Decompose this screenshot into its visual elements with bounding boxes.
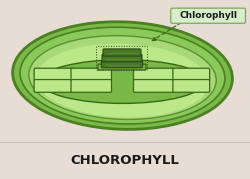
Ellipse shape: [36, 44, 209, 117]
Ellipse shape: [20, 27, 225, 124]
Ellipse shape: [40, 60, 205, 103]
FancyBboxPatch shape: [34, 68, 73, 81]
FancyBboxPatch shape: [71, 79, 112, 92]
Text: CHLOROPHYLL: CHLOROPHYLL: [70, 154, 180, 167]
FancyBboxPatch shape: [98, 64, 146, 70]
FancyBboxPatch shape: [102, 60, 142, 68]
Ellipse shape: [12, 22, 232, 129]
Text: Chlorophyll: Chlorophyll: [179, 11, 237, 20]
FancyBboxPatch shape: [71, 68, 112, 81]
FancyBboxPatch shape: [134, 68, 174, 81]
FancyBboxPatch shape: [173, 68, 210, 81]
Ellipse shape: [29, 36, 216, 119]
FancyBboxPatch shape: [171, 8, 246, 23]
FancyBboxPatch shape: [173, 79, 210, 92]
FancyBboxPatch shape: [134, 79, 174, 92]
FancyBboxPatch shape: [34, 79, 73, 92]
FancyBboxPatch shape: [102, 54, 142, 62]
FancyBboxPatch shape: [103, 49, 141, 56]
